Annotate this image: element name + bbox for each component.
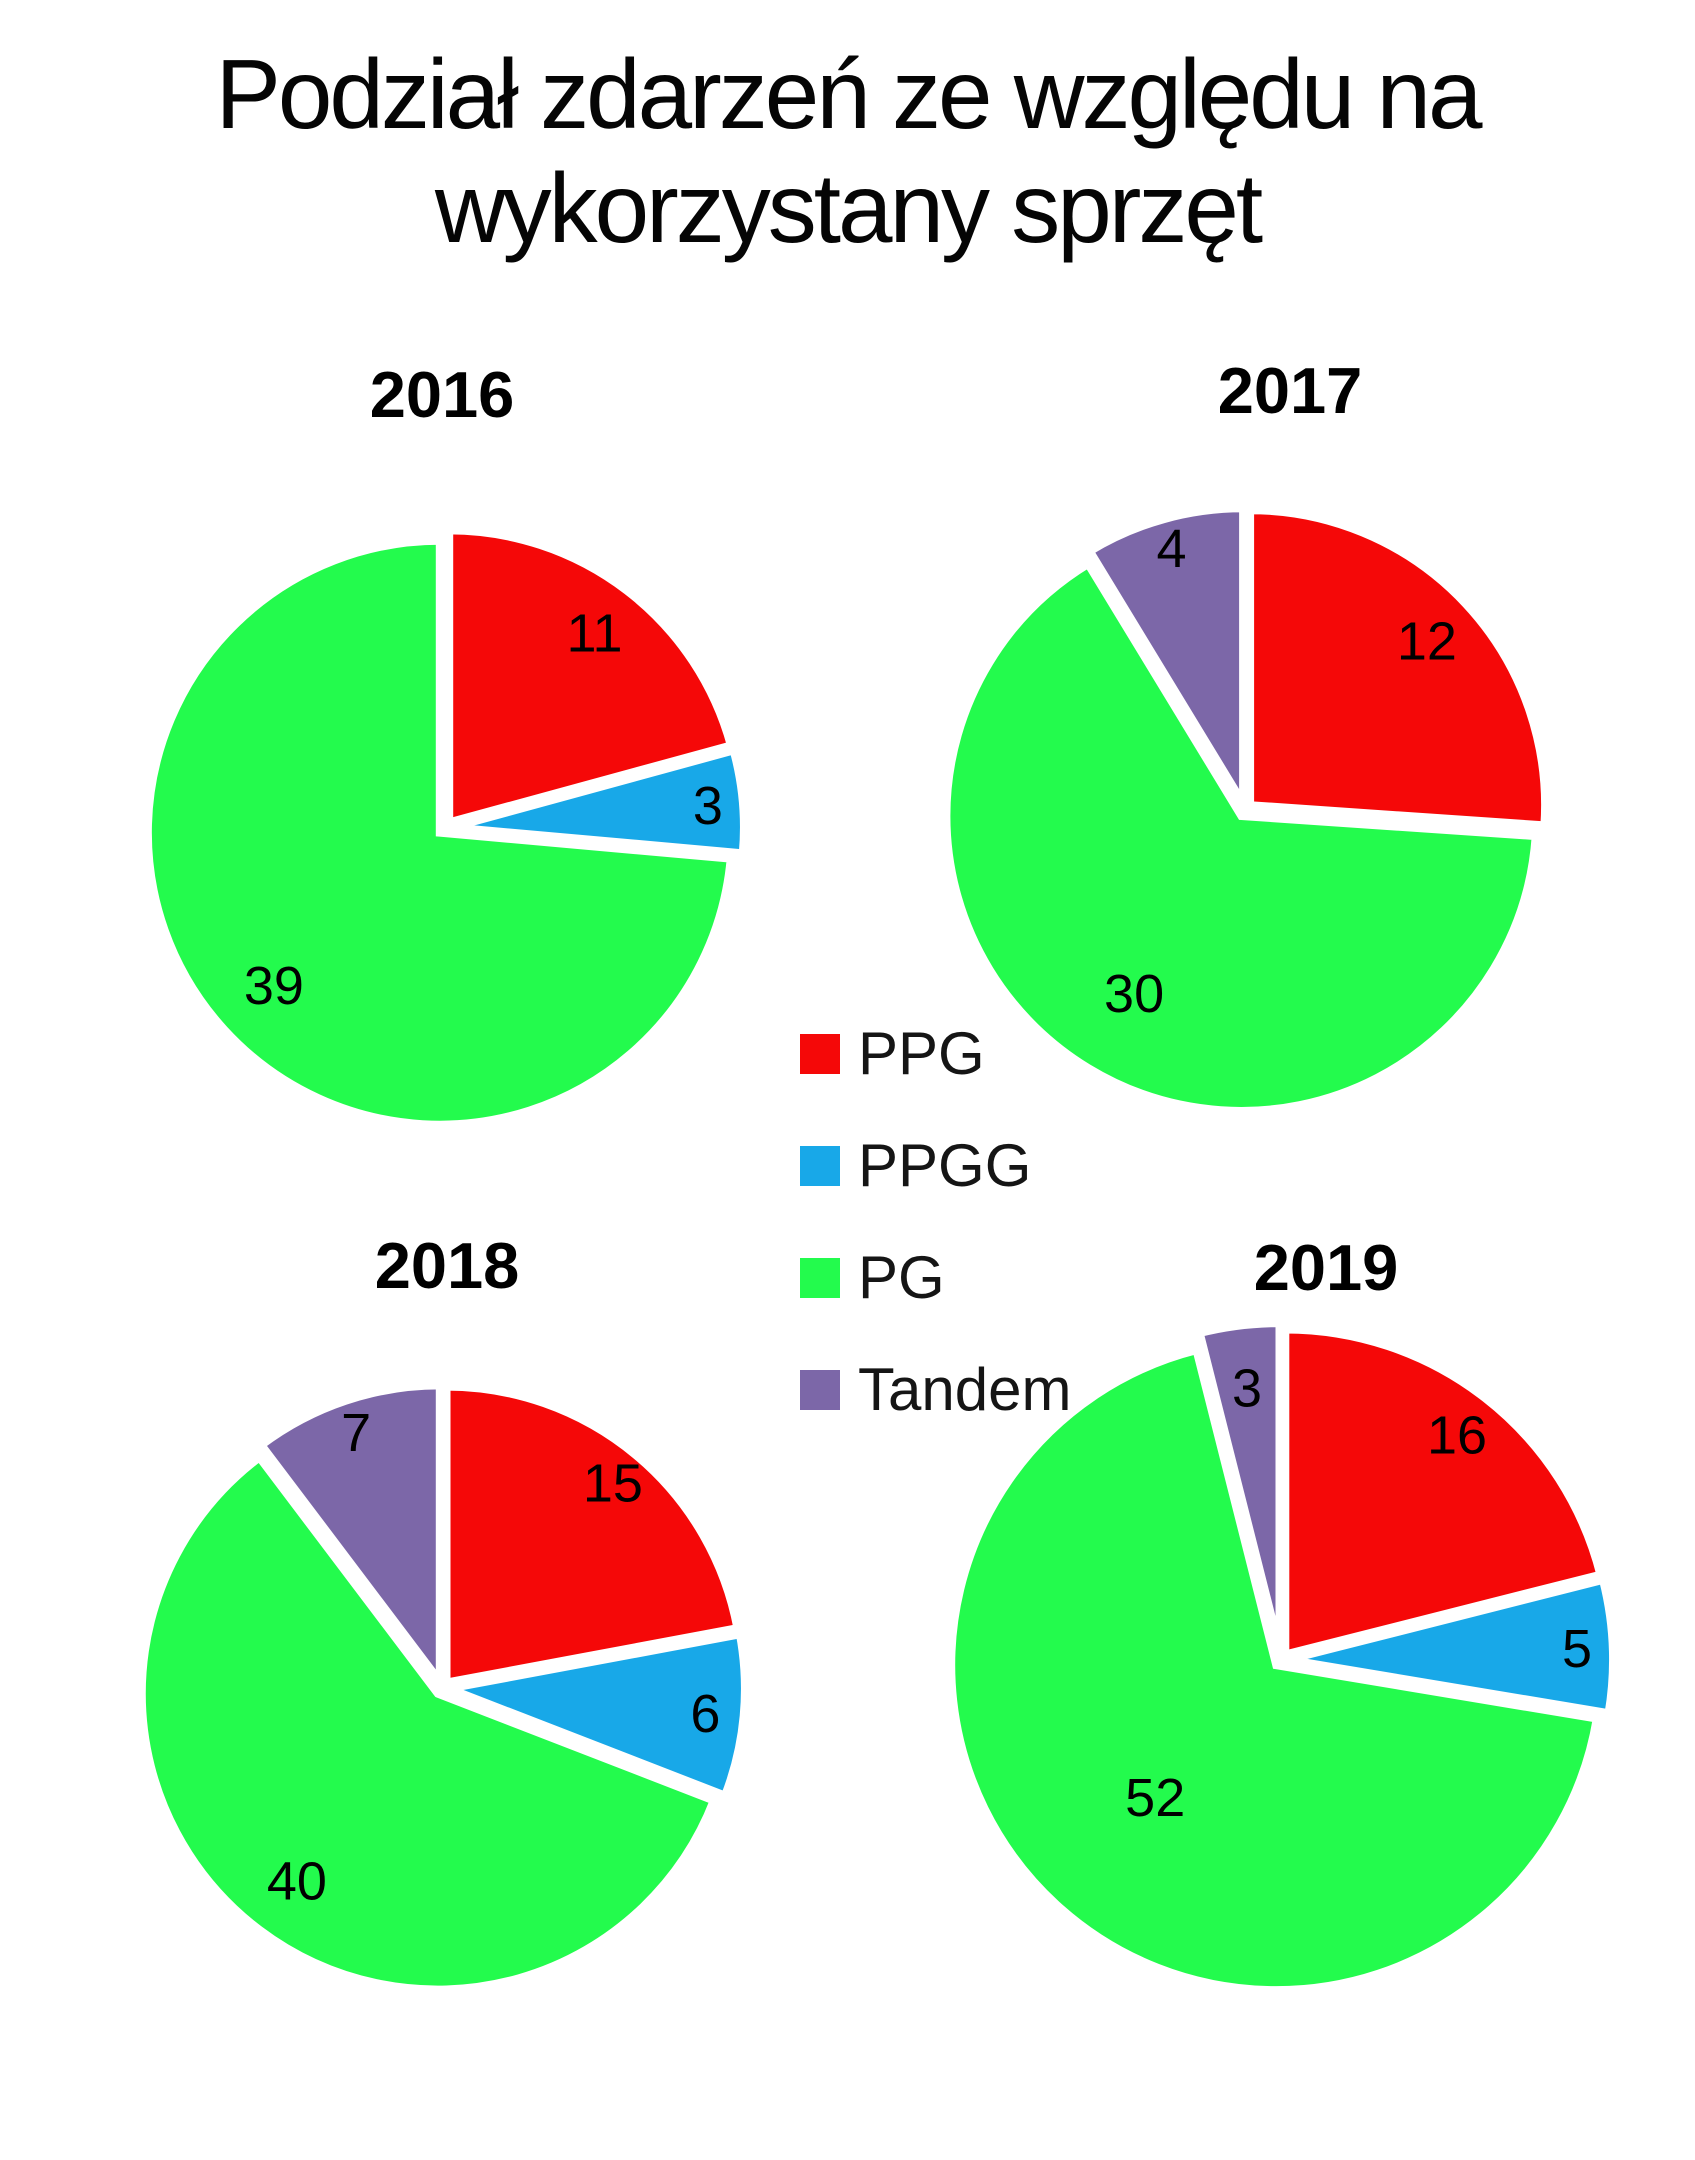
slice-pg [137, 1451, 719, 1994]
slice-value-label: 5 [1562, 1619, 1592, 1679]
slice-value-label: 6 [690, 1684, 720, 1744]
chart-title-line1: Podział zdarzeń ze względu na [215, 39, 1482, 149]
slice-ppg [445, 526, 736, 828]
slice-ppg [442, 1382, 743, 1688]
slice-value-label: 12 [1397, 612, 1457, 672]
legend-swatch-tandem [800, 1370, 840, 1410]
legend-swatch-pg [800, 1258, 840, 1298]
slice-ppg [1281, 1325, 1606, 1660]
year-label-2017: 2017 [1217, 354, 1363, 427]
slice-ppgg [1287, 1575, 1617, 1718]
slice-value-label: 11 [566, 604, 622, 664]
legend: PPG PPGG PG Tandem [800, 1022, 1071, 1470]
chart-title-line2: wykorzystany sprzęt [434, 152, 1263, 263]
year-label-2019: 2019 [1253, 1231, 1399, 1304]
legend-item-ppgg: PPGG [800, 1134, 1071, 1198]
legend-label: PG [858, 1244, 945, 1311]
year-label-2018: 2018 [374, 1229, 520, 1302]
slice-value-label: 3 [693, 776, 723, 836]
chart-title: Podział zdarzeń ze względu na wykorzysta… [0, 38, 1695, 265]
legend-label: PPG [858, 1020, 985, 1087]
legend-swatch-ppg [800, 1034, 840, 1074]
slice-pg [942, 558, 1540, 1115]
year-label-2016: 2016 [369, 358, 515, 431]
slice-ppgg [450, 745, 748, 858]
slice-value-label: 15 [583, 1454, 643, 1514]
legend-item-pg: PG [800, 1246, 1071, 1310]
legend-swatch-ppgg [800, 1146, 840, 1186]
slice-tandem [255, 1381, 444, 1694]
pie-chart-2018: 15 6 40 7 [137, 1381, 749, 1994]
pie-chart-2016: 11 3 39 [143, 526, 748, 1129]
slice-pg [143, 536, 736, 1129]
slice-ppg [1246, 506, 1550, 830]
slice-value-label: 30 [1104, 964, 1164, 1024]
pie-chart-2017: 12 30 4 [942, 504, 1550, 1115]
slice-value-label: 39 [244, 956, 304, 1016]
pie-chart-2019: 16 5 52 3 [947, 1319, 1617, 1995]
legend-label: PPGG [858, 1132, 1032, 1199]
legend-item-ppg: PPG [800, 1022, 1071, 1086]
slice-value-label: 4 [1156, 519, 1186, 579]
slice-value-label: 40 [267, 1852, 327, 1912]
legend-label: Tandem [858, 1356, 1072, 1423]
slice-tandem [1194, 1319, 1284, 1650]
slice-tandem [1084, 504, 1248, 818]
slice-value-label: 3 [1232, 1358, 1262, 1418]
slice-value-label: 52 [1125, 1768, 1185, 1828]
slice-value-label: 16 [1427, 1405, 1487, 1465]
slice-pg [947, 1345, 1602, 1995]
slice-ppgg [434, 1629, 749, 1801]
legend-item-tandem: Tandem [800, 1358, 1071, 1422]
slice-value-label: 7 [341, 1403, 371, 1463]
